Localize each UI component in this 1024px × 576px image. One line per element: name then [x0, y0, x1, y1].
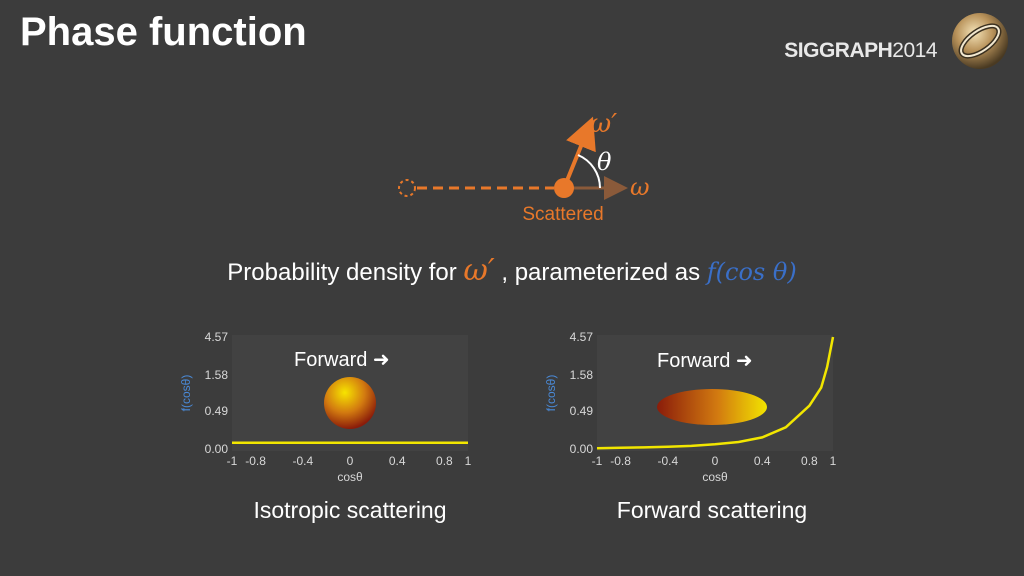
omega-symbol: ω — [630, 173, 650, 201]
phase-function-curve — [596, 336, 835, 450]
scattered-label: Scattered — [522, 204, 603, 225]
omega-prime-arrow — [562, 116, 596, 189]
x-tick-label: 1 — [465, 454, 472, 468]
y-tick-label: 0.00 — [205, 442, 229, 456]
forward-lobe — [657, 389, 767, 425]
siggraph-logo: SIGGRAPH2014 — [772, 10, 1012, 72]
y-tick-label: 1.58 — [205, 368, 229, 382]
forward-arrow-icon: ➜ — [372, 349, 390, 371]
x-tick-label: 1 — [830, 454, 837, 468]
x-tick-label: 0 — [347, 454, 354, 468]
y-tick-label: 1.58 — [570, 368, 594, 382]
omega-prime-math: ω′ — [463, 253, 495, 288]
x-tick-label: 0.4 — [389, 454, 406, 468]
y-tick-label: 4.57 — [205, 330, 229, 344]
isotropic-plot: 0.00 0.49 1.58 4.57 -1 -0.8 -0.4 0 0.4 0.8 1 cosθ f(… — [180, 330, 472, 484]
x-tick-label: -0.4 — [292, 454, 313, 468]
probability-caption: Probability density for ω′ , parameteriz… — [227, 253, 797, 288]
x-tick-label: -1 — [592, 454, 603, 468]
x-tick-label: 0.4 — [754, 454, 771, 468]
x-tick-label: -0.8 — [245, 454, 266, 468]
y-tick-label: 0.49 — [205, 404, 229, 418]
forward-plot: 0.00 0.49 1.58 4.57 -1 -0.8 -0.4 0 0.4 0.8 1 cosθ f(… — [545, 330, 837, 484]
siggraph-emblem-icon — [952, 13, 1008, 69]
slide-title: Phase function — [20, 10, 307, 54]
x-tick-label: 0.8 — [801, 454, 818, 468]
y-axis-label: f(cosθ) — [180, 375, 193, 412]
theta-arc — [577, 154, 601, 189]
scattering-particle — [554, 178, 574, 198]
x-tick-label: -1 — [227, 454, 238, 468]
theta-symbol: θ — [597, 148, 612, 176]
omega-prime-symbol: ω′ — [590, 109, 617, 139]
x-tick-label: -0.8 — [610, 454, 631, 468]
y-axis-label: f(cosθ) — [545, 375, 558, 412]
y-tick-label: 4.57 — [570, 330, 594, 344]
y-tick-label: 0.49 — [570, 404, 594, 418]
x-tick-label: 0 — [712, 454, 719, 468]
x-tick-label: 0.8 — [436, 454, 453, 468]
f-cos-theta-math: f(cos θ) — [706, 258, 797, 286]
isotropic-caption: Isotropic scattering — [253, 497, 447, 523]
logo-text: SIGGRAPH2014 — [784, 39, 937, 62]
forward-label-isotropic: Forward ➜ — [294, 349, 390, 371]
x-axis-label: cosθ — [702, 470, 728, 484]
forward-label-forward: Forward ➜ — [657, 350, 753, 372]
x-axis-label: cosθ — [337, 470, 363, 484]
y-tick-label: 0.00 — [570, 442, 594, 456]
forward-caption: Forward scattering — [616, 497, 808, 523]
x-tick-label: -0.4 — [657, 454, 678, 468]
forward-arrow-icon: ➜ — [735, 350, 753, 372]
incoming-ghost-particle — [398, 179, 416, 197]
isotropic-sphere — [324, 377, 376, 429]
scattering-diagram: ω′ θ ω Scattered — [398, 109, 650, 225]
